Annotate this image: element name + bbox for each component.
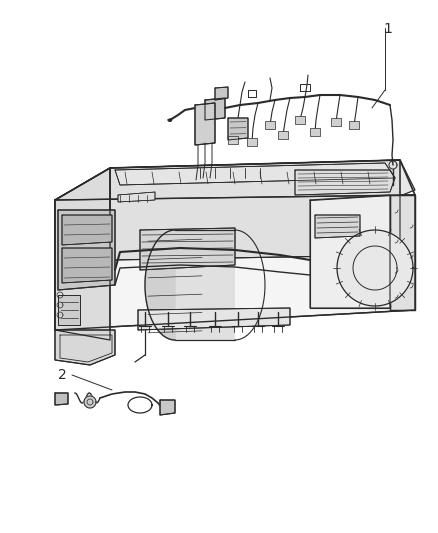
Polygon shape bbox=[295, 170, 395, 195]
Polygon shape bbox=[195, 103, 215, 145]
Polygon shape bbox=[138, 308, 290, 330]
Polygon shape bbox=[110, 160, 400, 260]
Polygon shape bbox=[62, 215, 112, 245]
Polygon shape bbox=[390, 195, 415, 310]
Polygon shape bbox=[58, 295, 80, 325]
Text: 2: 2 bbox=[58, 368, 67, 382]
Polygon shape bbox=[228, 118, 248, 140]
Polygon shape bbox=[205, 98, 225, 120]
Polygon shape bbox=[331, 118, 341, 126]
Polygon shape bbox=[55, 168, 110, 340]
Polygon shape bbox=[115, 163, 395, 185]
Text: 1: 1 bbox=[383, 22, 392, 36]
Polygon shape bbox=[228, 136, 238, 144]
Polygon shape bbox=[62, 248, 112, 283]
Polygon shape bbox=[55, 393, 68, 405]
Polygon shape bbox=[310, 128, 320, 136]
Polygon shape bbox=[247, 138, 257, 146]
Polygon shape bbox=[315, 215, 360, 238]
Polygon shape bbox=[55, 330, 115, 365]
Polygon shape bbox=[58, 210, 115, 290]
Polygon shape bbox=[265, 121, 275, 129]
Polygon shape bbox=[310, 195, 390, 308]
Polygon shape bbox=[55, 195, 415, 330]
Polygon shape bbox=[337, 230, 413, 306]
Polygon shape bbox=[160, 400, 175, 415]
Polygon shape bbox=[84, 396, 96, 408]
Polygon shape bbox=[175, 230, 235, 340]
Polygon shape bbox=[349, 121, 359, 129]
Polygon shape bbox=[145, 230, 175, 340]
Polygon shape bbox=[215, 87, 228, 100]
Polygon shape bbox=[140, 228, 235, 270]
Polygon shape bbox=[295, 116, 305, 124]
Polygon shape bbox=[278, 131, 288, 139]
Polygon shape bbox=[55, 160, 415, 210]
Polygon shape bbox=[118, 192, 155, 202]
